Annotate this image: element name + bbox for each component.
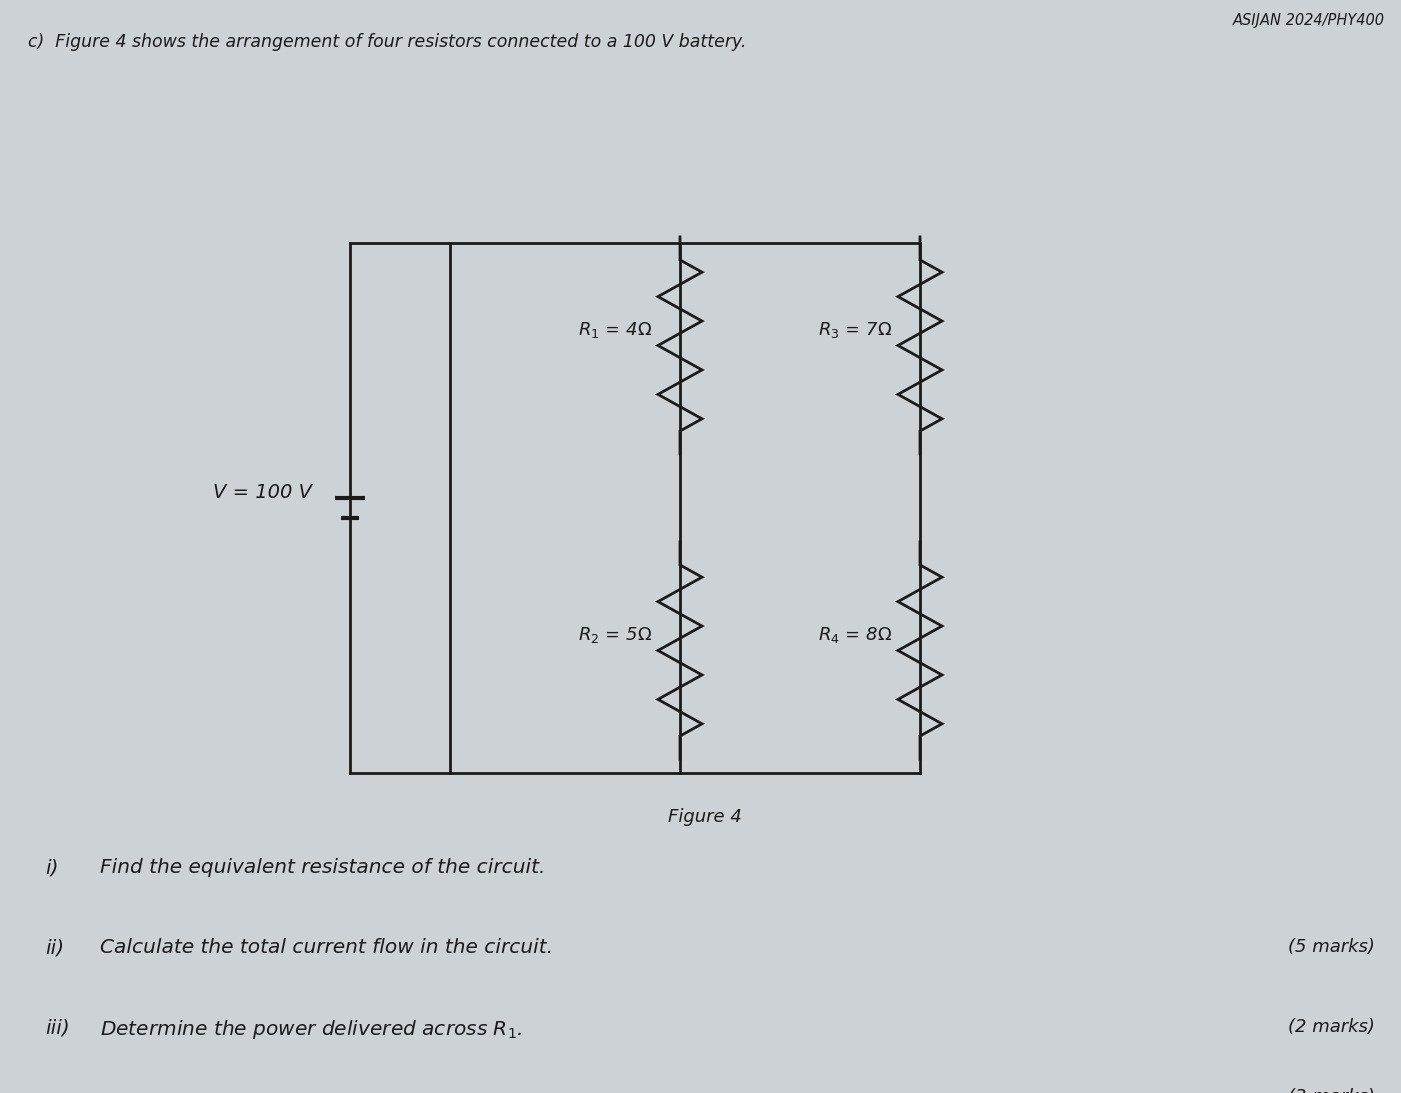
Text: (3 marks): (3 marks) xyxy=(1288,1088,1374,1093)
Text: ASIJAN 2024/PHY400: ASIJAN 2024/PHY400 xyxy=(1233,13,1386,28)
Text: i): i) xyxy=(45,858,59,877)
Text: R$_1$ = 4$\Omega$: R$_1$ = 4$\Omega$ xyxy=(577,320,651,341)
Text: V = 100 V: V = 100 V xyxy=(213,483,312,503)
Text: c)  Figure 4 shows the arrangement of four resistors connected to a 100 V batter: c) Figure 4 shows the arrangement of fou… xyxy=(28,33,747,51)
Text: R$_3$ = 7$\Omega$: R$_3$ = 7$\Omega$ xyxy=(818,320,892,341)
Text: iii): iii) xyxy=(45,1018,70,1037)
Text: ii): ii) xyxy=(45,938,64,957)
Text: (5 marks): (5 marks) xyxy=(1288,938,1374,956)
Text: Figure 4: Figure 4 xyxy=(668,808,743,826)
Text: Determine the power delivered across R$_1$.: Determine the power delivered across R$_… xyxy=(99,1018,523,1041)
Text: (2 marks): (2 marks) xyxy=(1288,1018,1374,1036)
Text: Calculate the total current flow in the circuit.: Calculate the total current flow in the … xyxy=(99,938,553,957)
Text: Find the equivalent resistance of the circuit.: Find the equivalent resistance of the ci… xyxy=(99,858,545,877)
Text: R$_4$ = 8$\Omega$: R$_4$ = 8$\Omega$ xyxy=(818,625,892,646)
Text: R$_2$ = 5$\Omega$: R$_2$ = 5$\Omega$ xyxy=(577,625,651,646)
